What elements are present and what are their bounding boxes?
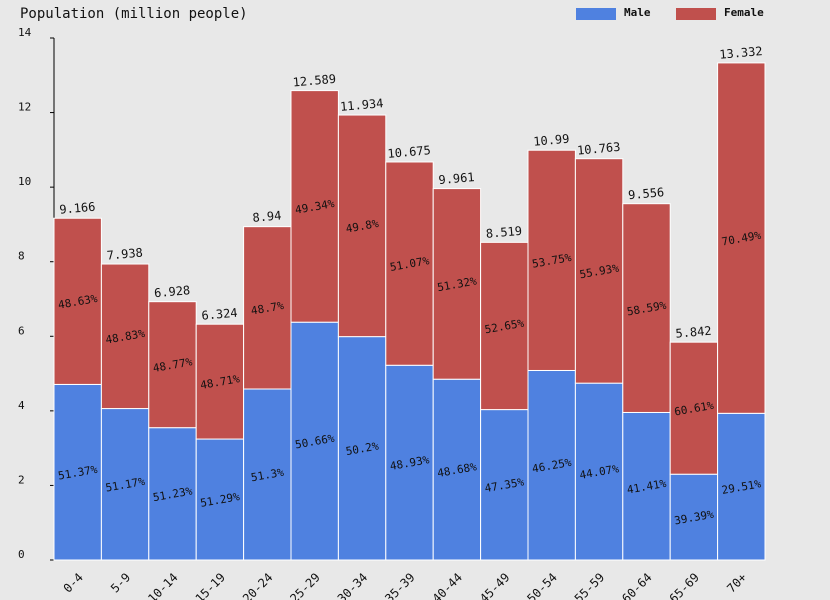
y-tick-label: 4 [18,399,25,412]
bar-segment [100,408,150,561]
bar-segment [195,323,245,440]
y-tick-label: 8 [18,250,25,263]
total-label: 11.934 [340,96,384,114]
chart-title: Population (million people) [20,6,248,22]
total-label: 13.332 [719,44,763,62]
total-label: 10.763 [577,140,621,158]
bar-segment [480,241,529,411]
y-tick-label: 2 [18,473,25,486]
percent-label: 48.7% [250,299,285,318]
y-tick-label: 0 [18,548,25,561]
legend-swatch [576,8,616,20]
total-label: 9.556 [628,185,665,202]
total-label: 5.842 [675,324,712,341]
bar-segment [527,369,576,561]
bar-segment [243,226,292,390]
bar-segment [717,62,766,414]
y-tick-label: 14 [18,26,32,39]
y-tick-label: 6 [18,324,25,337]
percent-label: 50.2% [345,439,380,458]
total-label: 8.519 [485,224,522,241]
total-label: 6.324 [201,306,238,323]
bar-segment [53,217,102,385]
bar-segment [337,336,387,561]
bar-segment [148,427,197,561]
total-label: 10.99 [533,132,570,149]
bar-segment [574,158,624,384]
bar-segment [669,473,719,561]
bar-segment [385,364,434,561]
bar-segment [669,341,719,475]
total-label: 9.166 [59,200,96,217]
y-tick-label: 10 [18,175,31,188]
bar-segment [195,438,245,561]
bar-segment [622,203,671,413]
legend-label: Female [724,6,764,19]
bar-segment [385,161,434,366]
total-label: 6.928 [154,283,191,300]
total-label: 10.675 [387,143,431,161]
bar-segment [432,188,482,380]
bar-segment [290,321,339,561]
bar-segment [100,263,150,410]
bar-segment [337,114,387,338]
legend-swatch [676,8,716,20]
bar-segment [243,388,292,561]
bar-segment [148,301,197,429]
total-label: 12.589 [292,72,336,90]
total-label: 8.94 [252,208,282,224]
percent-label: 49.8% [345,217,380,236]
total-label: 9.961 [438,170,475,187]
bar-segment [717,412,766,561]
bar-segment [53,383,102,561]
percent-label: 51.3% [250,466,285,485]
legend-label: Male [624,6,651,19]
total-label: 7.938 [106,245,143,262]
bar-segment [480,409,529,561]
y-tick-label: 12 [18,101,31,114]
